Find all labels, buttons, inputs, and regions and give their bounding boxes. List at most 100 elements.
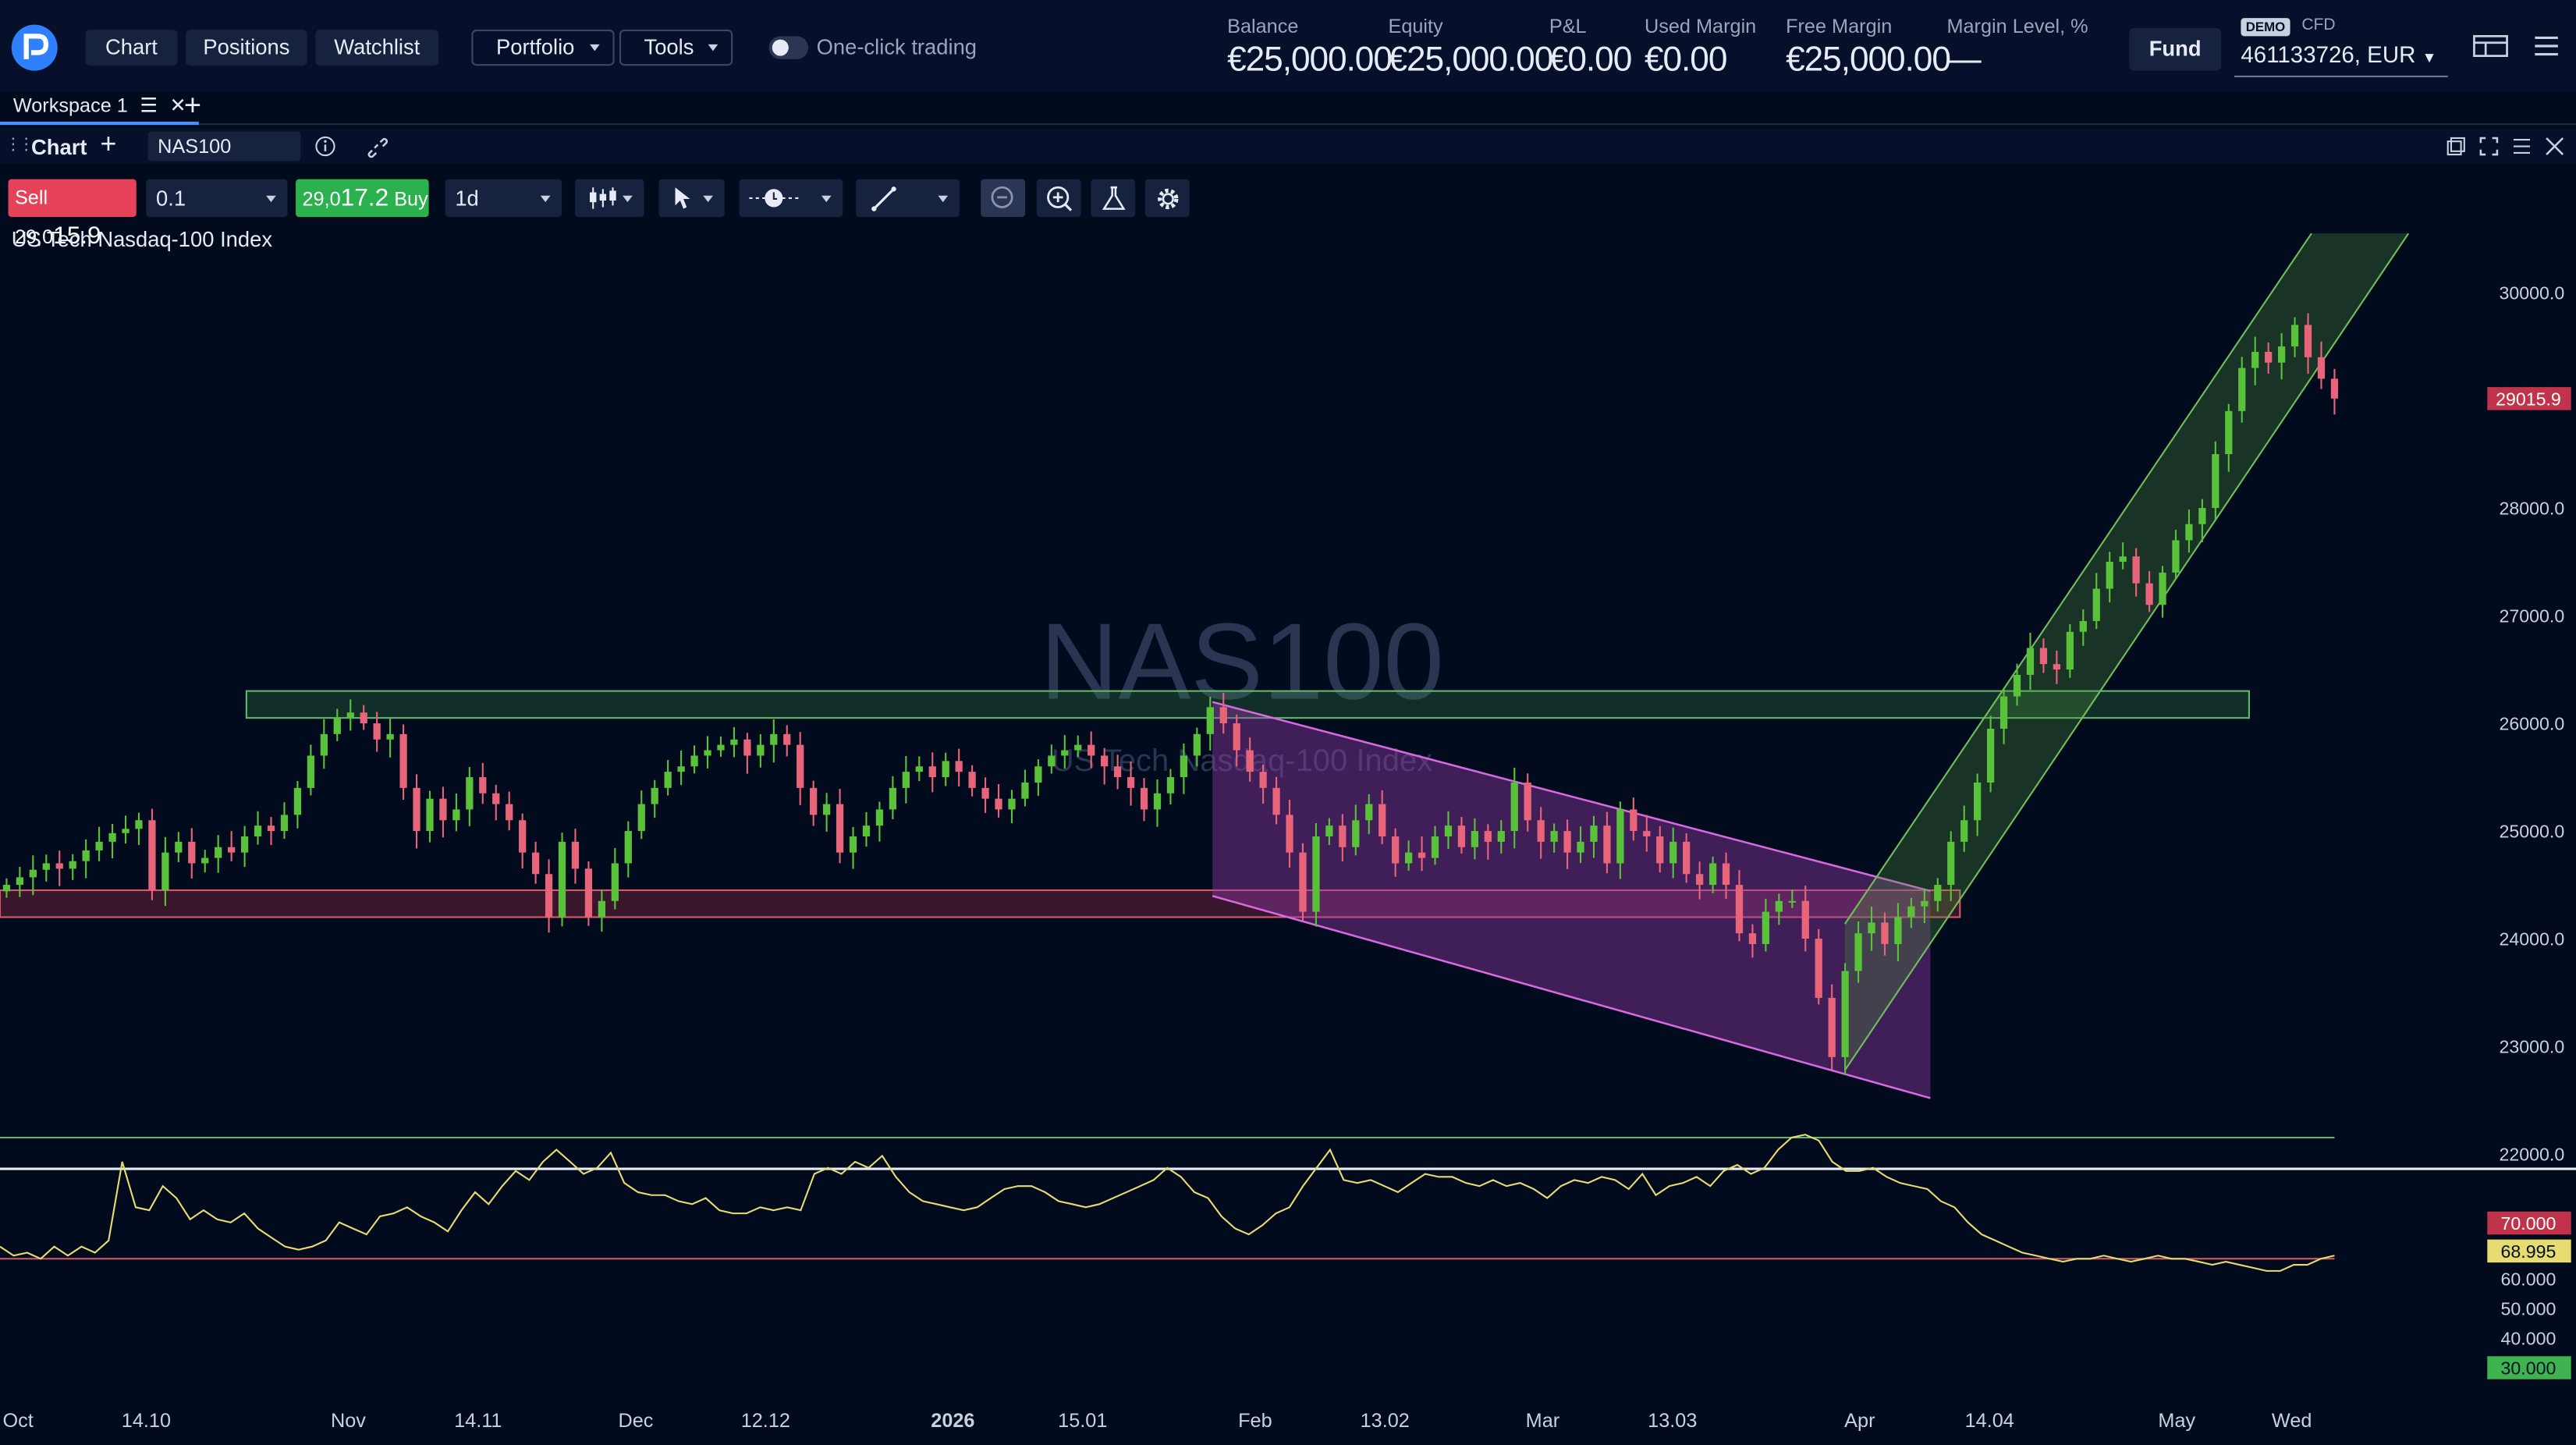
drag-handle-icon[interactable]: ⋮⋮ bbox=[5, 136, 34, 155]
candle-body bbox=[664, 772, 672, 788]
candle-body bbox=[1828, 997, 1836, 1057]
zoom-out-button[interactable] bbox=[981, 179, 1026, 218]
layout-icon[interactable] bbox=[2472, 34, 2508, 58]
workspace-tab[interactable]: Workspace 1 ☰ ✕ bbox=[0, 92, 200, 126]
zoom-in-icon bbox=[1047, 186, 1073, 211]
candle-body bbox=[2013, 674, 2021, 697]
add-workspace-icon[interactable]: + bbox=[183, 88, 202, 122]
candle-body bbox=[1748, 933, 1757, 944]
timeframe-select[interactable]: 1d bbox=[445, 179, 562, 218]
candle-body bbox=[1088, 744, 1095, 756]
candle-body bbox=[228, 847, 236, 853]
chevron-down-icon bbox=[703, 195, 713, 203]
candle-body bbox=[1524, 782, 1531, 821]
menu-icon[interactable] bbox=[2533, 34, 2560, 57]
chart-type-button[interactable] bbox=[575, 179, 644, 218]
candle-body bbox=[55, 863, 63, 869]
demo-badge: DEMO bbox=[2241, 18, 2290, 37]
nav-watchlist-button[interactable]: Watchlist bbox=[315, 29, 439, 66]
info-icon[interactable] bbox=[314, 135, 336, 158]
chart-toolbar: Sell 29,015.9 0.1 29,017.2 Buy 1d bbox=[0, 164, 2576, 250]
account-selector[interactable]: 461133726, EUR ▼ bbox=[2241, 41, 2436, 68]
candle-body bbox=[1735, 885, 1744, 934]
candle-body bbox=[1193, 733, 1201, 756]
metric-label: Used Margin bbox=[1644, 14, 1757, 38]
cursor-tool-button[interactable] bbox=[658, 179, 725, 218]
tools-dropdown[interactable]: Tools bbox=[619, 29, 733, 66]
nav-positions-button[interactable]: Positions bbox=[185, 29, 307, 66]
candle-body bbox=[558, 841, 566, 918]
sell-price-pips: 15.9 bbox=[53, 222, 101, 250]
channel-lower-line bbox=[1212, 895, 1931, 1099]
candle-body bbox=[836, 804, 844, 853]
metric-value: €0.00 bbox=[1644, 41, 1727, 80]
buy-price-prefix: 29,0 bbox=[302, 187, 341, 211]
buy-button[interactable]: 29,017.2 Buy bbox=[296, 179, 429, 218]
rsi-level-badge bbox=[2487, 1211, 2571, 1235]
candle-body bbox=[1259, 772, 1267, 788]
rsi-level-label: 70.000 bbox=[2501, 1213, 2556, 1234]
resistance-zone bbox=[245, 690, 2250, 719]
fund-button[interactable]: Fund bbox=[2129, 27, 2222, 71]
candle-body bbox=[95, 841, 103, 850]
nav-chart-button[interactable]: Chart bbox=[85, 29, 178, 66]
candle-body bbox=[677, 766, 685, 772]
candle-body bbox=[2251, 351, 2259, 368]
candle-body bbox=[2225, 410, 2233, 455]
symbol-input[interactable]: NAS100 bbox=[147, 131, 301, 162]
candle-body bbox=[240, 836, 249, 853]
candle-body bbox=[2317, 357, 2326, 379]
one-click-trading-toggle[interactable] bbox=[768, 36, 809, 59]
candle-body bbox=[1074, 744, 1082, 751]
popout-icon[interactable] bbox=[2446, 137, 2466, 156]
close-panel-icon[interactable] bbox=[2545, 137, 2564, 156]
add-chart-icon[interactable]: + bbox=[100, 128, 117, 160]
candle-body bbox=[1960, 820, 1968, 842]
indicators-button[interactable] bbox=[1091, 179, 1136, 218]
candle-body bbox=[1616, 809, 1624, 864]
x-tick-label: 15.01 bbox=[1058, 1410, 1107, 1432]
timeframe-value: 1d bbox=[455, 186, 479, 211]
x-tick-label: Feb bbox=[1238, 1410, 1272, 1432]
settings-button[interactable] bbox=[1144, 179, 1190, 218]
candle-body bbox=[968, 772, 976, 788]
chevron-down-icon bbox=[708, 44, 719, 51]
quantity-select[interactable]: 0.1 bbox=[146, 179, 288, 218]
x-tick-label: Mar bbox=[1526, 1410, 1560, 1432]
drawing-tool-button[interactable] bbox=[856, 179, 960, 218]
candle-body bbox=[108, 833, 116, 842]
candle-body bbox=[29, 869, 37, 878]
app-logo-icon[interactable] bbox=[10, 23, 59, 72]
cursor-icon bbox=[675, 187, 690, 209]
candle-body bbox=[439, 798, 447, 821]
x-tick-label: Dec bbox=[619, 1410, 654, 1432]
zoom-in-button[interactable] bbox=[1036, 179, 1081, 218]
candle-body bbox=[1788, 900, 1796, 903]
candle-body bbox=[2277, 346, 2286, 363]
time-tool-button[interactable] bbox=[739, 179, 843, 218]
link-icon[interactable] bbox=[365, 135, 388, 158]
fullscreen-icon[interactable] bbox=[2479, 137, 2499, 156]
candle-body bbox=[1312, 836, 1320, 912]
candle-body bbox=[545, 874, 553, 918]
candle-body bbox=[1841, 971, 1849, 1057]
candle-body bbox=[386, 733, 394, 740]
sell-button[interactable]: Sell 29,015.9 bbox=[8, 179, 137, 250]
candle-body bbox=[995, 798, 1002, 810]
candle-body bbox=[822, 804, 831, 815]
candle-body bbox=[373, 723, 381, 740]
candle-body bbox=[783, 733, 791, 745]
candle-body bbox=[1034, 766, 1042, 783]
candle-body bbox=[637, 804, 645, 832]
panel-menu-icon[interactable] bbox=[2512, 137, 2532, 156]
candle-body bbox=[862, 825, 871, 836]
portfolio-dropdown[interactable]: Portfolio bbox=[471, 29, 615, 66]
sell-price-prefix: Sell 29,0 bbox=[14, 186, 54, 249]
candle-body bbox=[1444, 825, 1453, 836]
hamburger-icon[interactable]: ☰ bbox=[140, 94, 158, 117]
rsi-level-badge bbox=[2487, 1356, 2571, 1379]
candle-body bbox=[1510, 782, 1518, 832]
close-icon[interactable]: ✕ bbox=[169, 94, 186, 117]
chevron-down-icon bbox=[540, 195, 551, 203]
